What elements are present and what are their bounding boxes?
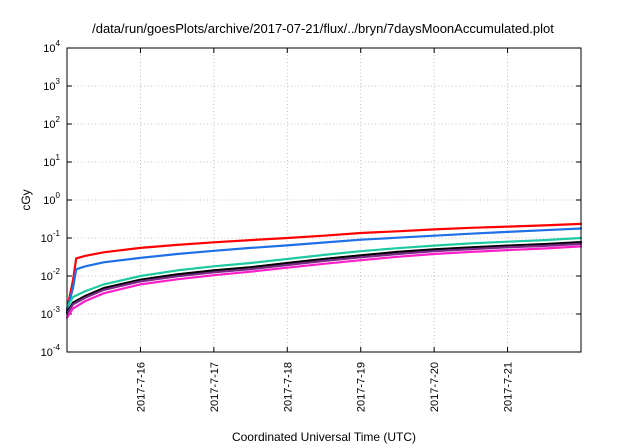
y-axis: 10-4 10-3 10-2 10-1 100 101 102 103 104 bbox=[41, 39, 581, 359]
x-tick-label: 2017-7-17 bbox=[209, 362, 221, 412]
y-tick-label: 102 bbox=[43, 115, 60, 131]
series-line-4 bbox=[65, 241, 583, 314]
x-tick-label: 2017-7-18 bbox=[282, 362, 294, 412]
y-tick-label: 10-2 bbox=[41, 267, 61, 283]
y-tick-label: 10-3 bbox=[41, 305, 61, 321]
x-axis: 2017-7-16 2017-7-17 2017-7-18 2017-7-19 2017… bbox=[135, 48, 515, 412]
series-line-2 bbox=[65, 227, 583, 313]
series-line-5 bbox=[65, 242, 583, 316]
series-line-6 bbox=[65, 245, 583, 319]
y-tick-label: 104 bbox=[43, 39, 60, 55]
y-tick-label: 10-1 bbox=[41, 229, 61, 245]
chart-title: /data/run/goesPlots/archive/2017-07-21/f… bbox=[92, 21, 554, 36]
y-tick-label: 10-4 bbox=[41, 343, 61, 359]
series-line-1 bbox=[65, 222, 583, 311]
y-tick-label: 103 bbox=[43, 77, 60, 93]
x-tick-label: 2017-7-19 bbox=[356, 362, 368, 412]
y-axis-label: cGy bbox=[19, 189, 33, 210]
series-line-3 bbox=[65, 236, 583, 309]
y-tick-label: 100 bbox=[43, 191, 60, 207]
x-tick-label: 2017-7-16 bbox=[135, 362, 147, 412]
x-tick-label: 2017-7-20 bbox=[429, 362, 441, 412]
grid bbox=[67, 48, 581, 352]
y-tick-label: 101 bbox=[43, 153, 60, 169]
x-axis-label: Coordinated Universal Time (UTC) bbox=[232, 430, 416, 444]
plot-frame bbox=[66, 47, 582, 353]
plot-lines bbox=[65, 222, 583, 319]
x-tick-label: 2017-7-21 bbox=[503, 362, 515, 412]
